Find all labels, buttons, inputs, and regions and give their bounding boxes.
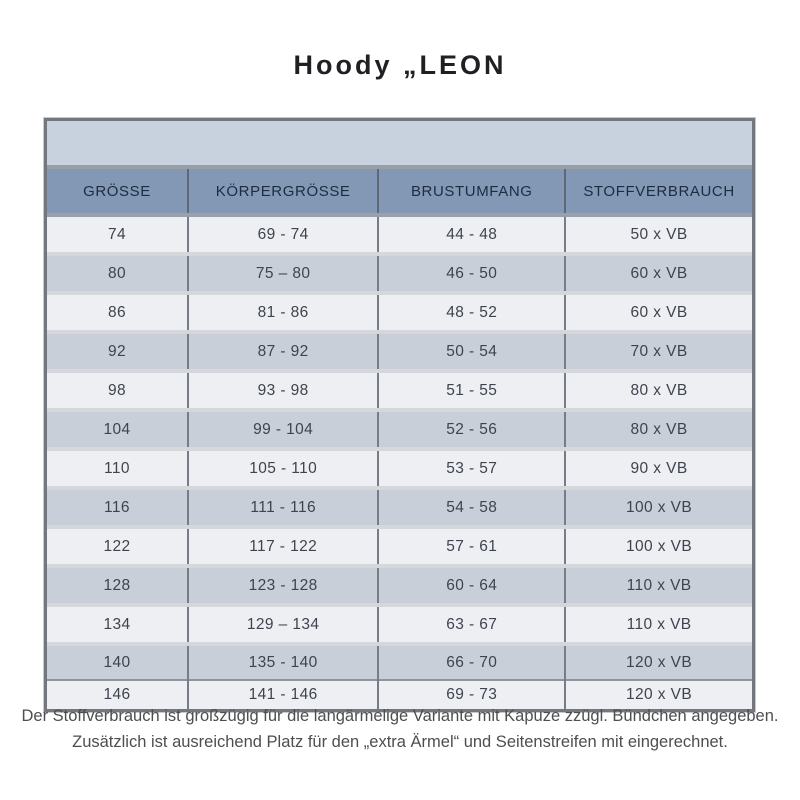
table-cell: 92: [47, 330, 188, 371]
table-cell: 50 - 54: [377, 330, 566, 371]
table-cell: 100 x VB: [564, 525, 752, 566]
size-table: GRÖSSE KÖRPERGRÖSSE BRUSTUMFANG STOFFVERBRA…: [47, 169, 752, 709]
table-row: 92 87 - 92 50 - 54 70 x VB: [47, 330, 752, 371]
table-cell: 48 - 52: [377, 291, 566, 332]
table-cell: 75 – 80: [186, 252, 379, 293]
column-header: GRÖSSE: [47, 169, 188, 215]
column-header: KÖRPERGRÖSSE: [186, 169, 379, 215]
table-cell: 70 x VB: [564, 330, 752, 371]
table-cell: 46 - 50: [377, 252, 566, 293]
table-cell: 120 x VB: [564, 679, 752, 709]
footer-note-line-1: Der Stoffverbrauch ist großzügig für die…: [21, 707, 779, 725]
table-cell: 110: [47, 447, 188, 488]
table-cell: 53 - 57: [377, 447, 566, 488]
table-cell: 105 - 110: [186, 447, 379, 488]
table-body: 74 69 - 74 44 - 48 50 x VB 80 75 – 80 46 - 50 6…: [47, 213, 752, 709]
table-cell: 51 - 55: [377, 369, 566, 410]
column-header: BRUSTUMFANG: [377, 169, 566, 215]
table-row: 146 141 - 146 69 - 73 120 x VB: [47, 679, 752, 709]
table-cell: 120 x VB: [564, 642, 752, 680]
table-cell: 111 - 116: [186, 486, 379, 527]
table-cell: 80 x VB: [564, 408, 752, 449]
table-cell: 69 - 73: [377, 679, 566, 709]
table-cell: 123 - 128: [186, 564, 379, 605]
table-cell: 110 x VB: [564, 603, 752, 644]
table-cell: 128: [47, 564, 188, 605]
table-cell: 80 x VB: [564, 369, 752, 410]
table-cell: 117 - 122: [186, 525, 379, 566]
table-cell: 104: [47, 408, 188, 449]
table-cell: 80: [47, 252, 188, 293]
column-header: STOFFVERBRAUCH: [564, 169, 752, 215]
table-row: 98 93 - 98 51 - 55 80 x VB: [47, 369, 752, 410]
table-cell: 140: [47, 642, 188, 680]
table-cell: 60 - 64: [377, 564, 566, 605]
table-cell: 122: [47, 525, 188, 566]
table-cell: 86: [47, 291, 188, 332]
table-cell: 93 - 98: [186, 369, 379, 410]
table-cell: 135 - 140: [186, 642, 379, 680]
table-cell: 57 - 61: [377, 525, 566, 566]
table-cell: 141 - 146: [186, 679, 379, 709]
table-cell: 74: [47, 213, 188, 254]
table-cell: 54 - 58: [377, 486, 566, 527]
table-row: 122 117 - 122 57 - 61 100 x VB: [47, 525, 752, 566]
table-cell: 52 - 56: [377, 408, 566, 449]
table-row: 128 123 - 128 60 - 64 110 x VB: [47, 564, 752, 605]
table-top-band: [47, 121, 752, 169]
table-row: 116 111 - 116 54 - 58 100 x VB: [47, 486, 752, 527]
table-row: 110 105 - 110 53 - 57 90 x VB: [47, 447, 752, 488]
table-cell: 129 – 134: [186, 603, 379, 644]
table-cell: 146: [47, 679, 188, 709]
table-cell: 81 - 86: [186, 291, 379, 332]
header-row: GRÖSSE KÖRPERGRÖSSE BRUSTUMFANG STOFFVERBRA…: [47, 169, 752, 215]
footer-note: Der Stoffverbrauch ist großzügig für die…: [0, 703, 800, 755]
size-table-frame: GRÖSSE KÖRPERGRÖSSE BRUSTUMFANG STOFFVERBRA…: [44, 118, 755, 712]
table-row: 80 75 – 80 46 - 50 60 x VB: [47, 252, 752, 293]
table-cell: 116: [47, 486, 188, 527]
table-row: 140 135 - 140 66 - 70 120 x VB: [47, 642, 752, 680]
table-cell: 69 - 74: [186, 213, 379, 254]
table-row: 86 81 - 86 48 - 52 60 x VB: [47, 291, 752, 332]
page-title: Hoody „LEON: [293, 50, 507, 80]
table-cell: 44 - 48: [377, 213, 566, 254]
table-cell: 99 - 104: [186, 408, 379, 449]
table-cell: 50 x VB: [564, 213, 752, 254]
table-cell: 110 x VB: [564, 564, 752, 605]
table-cell: 60 x VB: [564, 291, 752, 332]
table-cell: 90 x VB: [564, 447, 752, 488]
table-cell: 66 - 70: [377, 642, 566, 680]
footer-note-line-2: Zusätzlich ist ausreichend Platz für den…: [72, 733, 728, 751]
table-row: 134 129 – 134 63 - 67 110 x VB: [47, 603, 752, 644]
table-cell: 100 x VB: [564, 486, 752, 527]
table-cell: 87 - 92: [186, 330, 379, 371]
table-row: 104 99 - 104 52 - 56 80 x VB: [47, 408, 752, 449]
table-cell: 60 x VB: [564, 252, 752, 293]
table-cell: 134: [47, 603, 188, 644]
table-cell: 98: [47, 369, 188, 410]
table-row: 74 69 - 74 44 - 48 50 x VB: [47, 213, 752, 254]
table-cell: 63 - 67: [377, 603, 566, 644]
